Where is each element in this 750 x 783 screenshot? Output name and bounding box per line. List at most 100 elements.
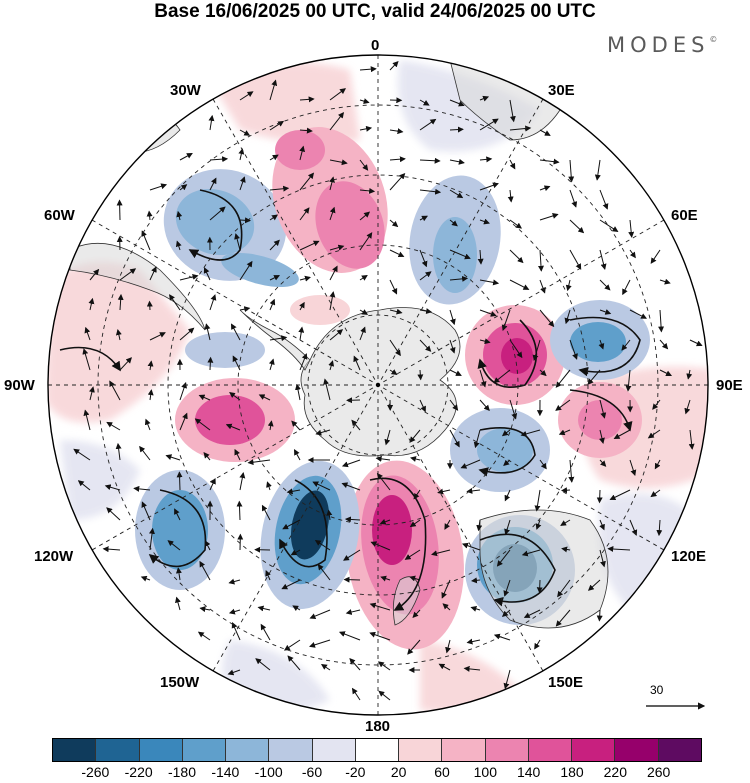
wind-arrow	[503, 579, 511, 597]
wind-arrow	[359, 309, 369, 315]
wind-arrow	[359, 274, 368, 281]
wind-arrow	[449, 99, 465, 107]
wind-arrow	[359, 66, 377, 73]
wind-arrow	[175, 567, 182, 581]
wind-arrow	[419, 249, 428, 268]
wind-arrow	[269, 154, 279, 161]
wind-arrow	[236, 500, 243, 521]
colorbar-tick-label: 260	[646, 764, 671, 780]
reference-vector-label: 30	[650, 683, 664, 697]
wind-arrow	[343, 576, 361, 583]
wind-arrow	[175, 240, 182, 251]
wind-arrow	[208, 114, 215, 131]
wind-arrow	[299, 145, 306, 161]
wind-arrow	[534, 489, 541, 512]
colorbar-swatch	[226, 739, 270, 761]
wind-arrow	[419, 99, 430, 106]
wind-arrow	[476, 519, 483, 532]
wind-arrow	[438, 663, 451, 671]
wind-arrow	[410, 456, 421, 462]
wind-arrow	[179, 327, 195, 341]
wind-arrow	[209, 477, 216, 491]
wind-arrow	[329, 176, 335, 191]
wind-arrow	[561, 546, 571, 553]
wind-arrow	[109, 380, 121, 401]
wind-arrow	[479, 118, 499, 131]
wind-arrow	[282, 519, 301, 530]
wind-arrow	[587, 579, 601, 591]
wind-arrow	[471, 577, 481, 584]
wind-arrow	[234, 448, 241, 461]
wind-arrow	[269, 120, 285, 131]
wind-arrow	[290, 549, 301, 556]
wind-arrow	[299, 172, 315, 191]
wind-arrow	[509, 279, 530, 290]
wind-arrow	[539, 213, 559, 221]
colorbar-swatch	[312, 739, 356, 761]
wind-arrow	[532, 339, 541, 362]
wind-arrow	[477, 249, 484, 265]
wind-arrow	[628, 219, 635, 238]
wind-arrow	[266, 481, 272, 491]
wind-arrow	[539, 309, 555, 328]
colorbar-swatch	[615, 739, 659, 761]
wind-arrow	[449, 249, 471, 260]
wind-arrow	[539, 279, 546, 294]
wind-arrow	[209, 206, 226, 221]
wind-arrow	[599, 249, 607, 270]
wind-arrow	[239, 176, 246, 191]
wind-arrow	[509, 249, 524, 264]
wind-arrow	[345, 609, 361, 615]
wind-arrow	[509, 125, 532, 132]
colorbar-swatch	[96, 739, 140, 761]
wind-arrow	[449, 219, 458, 227]
wind-arrow	[269, 214, 279, 221]
wind-arrow	[102, 546, 121, 553]
wind-arrow	[389, 279, 398, 295]
wind-arrow	[389, 60, 399, 71]
wind-arrow	[174, 508, 181, 521]
wind-arrow	[359, 159, 369, 171]
wind-arrow	[479, 338, 491, 345]
wind-arrow	[106, 421, 121, 431]
wind-arrow	[686, 369, 693, 380]
wind-arrow	[470, 605, 481, 612]
wind-arrow	[203, 267, 211, 281]
wind-arrow	[146, 210, 153, 221]
wind-arrow	[463, 665, 481, 672]
wind-arrow	[389, 369, 398, 375]
lon-label-180: 180	[365, 718, 391, 735]
wind-arrow	[389, 219, 399, 228]
wind-arrow	[560, 519, 571, 526]
wind-arrow	[504, 519, 511, 536]
wind-arrow	[141, 230, 151, 251]
wind-arrow	[509, 219, 523, 229]
wind-arrow	[596, 489, 603, 504]
wind-arrow	[445, 639, 451, 654]
wind-arrow	[317, 563, 331, 581]
wind-arrow	[509, 99, 516, 123]
wind-arrow	[629, 309, 647, 319]
wind-arrow	[167, 540, 181, 551]
colorbar-swatch	[442, 739, 486, 761]
colorbar-tick-label: -60	[301, 764, 323, 780]
wind-arrow	[622, 279, 631, 296]
wind-arrow	[341, 482, 361, 491]
wind-arrow	[89, 268, 100, 281]
wind-arrow	[239, 217, 251, 224]
wind-arrow	[239, 129, 251, 136]
wind-arrow	[299, 240, 320, 251]
wind-arrow	[119, 357, 132, 371]
wind-arrow	[650, 249, 661, 264]
wind-arrow	[419, 118, 437, 131]
wind-arrow	[599, 399, 607, 419]
wind-arrow	[479, 156, 493, 163]
wind-arrow	[179, 273, 199, 281]
wind-arrow	[328, 360, 335, 371]
wind-arrow	[377, 661, 391, 671]
wind-arrow	[496, 549, 511, 567]
wind-arrow	[568, 459, 575, 483]
wind-arrow	[569, 339, 578, 360]
wind-arrow	[149, 266, 157, 281]
